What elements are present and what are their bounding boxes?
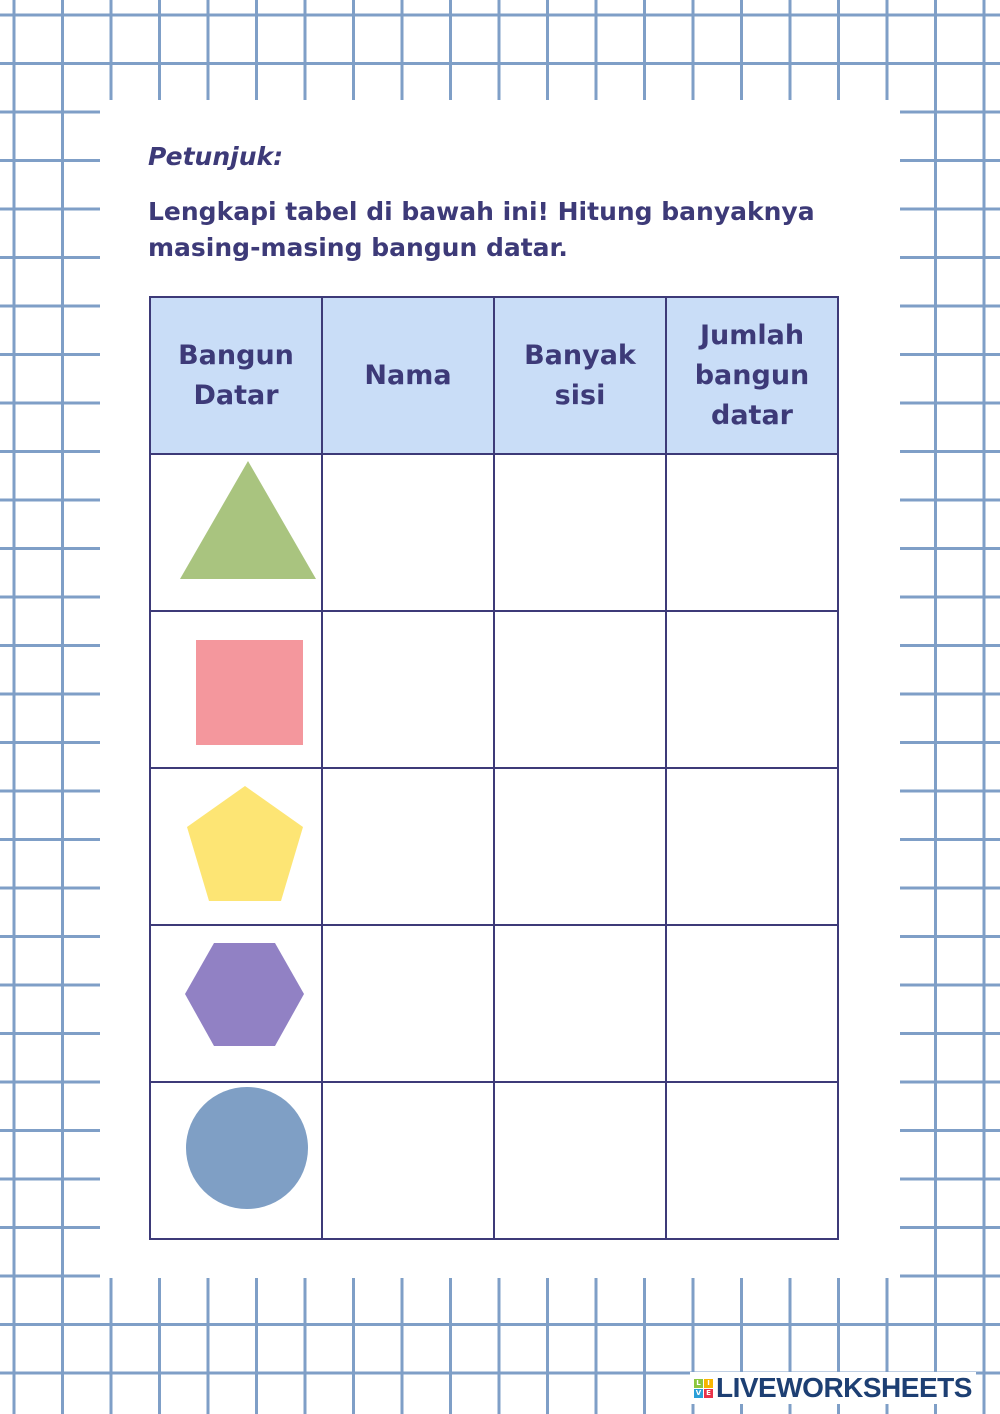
nama-input[interactable] [321,1081,495,1240]
table-header-row: Bangun Datar Nama Banyak sisi Jumlah ban… [149,296,839,455]
table-row [149,1081,839,1240]
nama-input[interactable] [321,610,495,769]
jumlah-input[interactable] [665,924,839,1083]
col-bangun-datar: Bangun Datar [149,296,323,455]
shapes-table: Bangun Datar Nama Banyak sisi Jumlah ban… [149,296,839,1240]
instructions-text: Lengkapi tabel di bawah ini! Hitung bany… [148,197,815,262]
shape-cell [149,924,323,1083]
jumlah-input[interactable] [665,453,839,612]
col-nama: Nama [321,296,495,455]
jumlah-input[interactable] [665,767,839,926]
col-banyak-sisi: Banyak sisi [493,296,667,455]
table-row [149,924,839,1083]
jumlah-input[interactable] [665,1081,839,1240]
circle-shape [186,1087,308,1209]
nama-input[interactable] [321,767,495,926]
pentagon-shape [187,786,303,901]
table-row [149,453,839,612]
shape-cell [149,1081,323,1240]
jumlah-input[interactable] [665,610,839,769]
square-shape [196,640,303,745]
instructions-title: Petunjuk: [148,142,284,171]
shape-cell [149,610,323,769]
shape-cell [149,453,323,612]
hexagon-shape [185,943,304,1046]
banyak-sisi-input[interactable] [493,1081,667,1240]
nama-input[interactable] [321,453,495,612]
triangle-shape [180,461,316,579]
banyak-sisi-input[interactable] [493,453,667,612]
nama-input[interactable] [321,924,495,1083]
table-row [149,767,839,926]
banyak-sisi-input[interactable] [493,924,667,1083]
col-jumlah: Jumlah bangun datar [665,296,839,455]
shape-cell [149,767,323,926]
banyak-sisi-input[interactable] [493,610,667,769]
logo-text: LIVEWORKSHEETS [716,1372,972,1403]
banyak-sisi-input[interactable] [493,767,667,926]
table-row [149,610,839,769]
